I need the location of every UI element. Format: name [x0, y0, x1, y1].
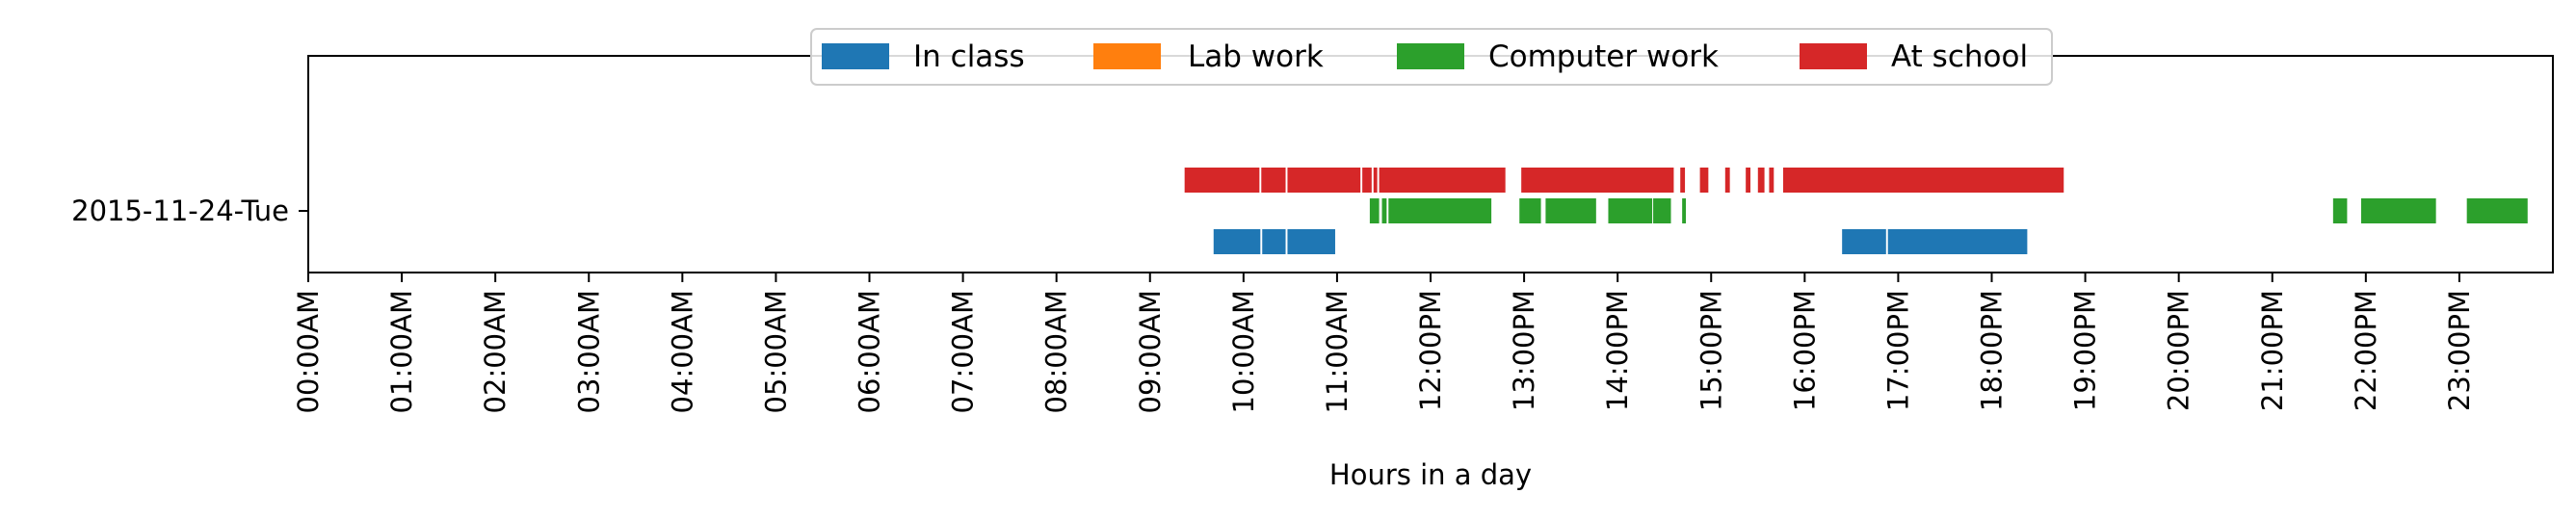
x-tick-label: 22:00PM	[2350, 290, 2382, 411]
x-tick-label: 15:00PM	[1695, 290, 1727, 411]
bar-at-school-2	[1287, 168, 1361, 193]
bar-at-school-13	[1783, 168, 2064, 193]
legend-label-in-class: In class	[913, 39, 1025, 74]
x-tick-label: 16:00PM	[1788, 290, 1821, 411]
x-tick-label: 03:00AM	[572, 290, 605, 413]
bar-at-school-6	[1521, 168, 1674, 193]
x-tick-label: 17:00PM	[1881, 290, 1914, 411]
legend-label-at-school: At school	[1891, 39, 2028, 74]
bar-in-class-2	[1287, 229, 1335, 254]
bar-at-school-10	[1746, 168, 1751, 193]
bar-computer-work-1	[1381, 198, 1387, 223]
legend-label-lab-work: Lab work	[1188, 39, 1324, 74]
bar-computer-work-2	[1388, 198, 1492, 223]
x-tick-label: 04:00AM	[666, 290, 698, 413]
bar-computer-work-0	[1369, 198, 1380, 223]
bar-in-class-3	[1842, 229, 1886, 254]
bar-computer-work-9	[2360, 198, 2436, 223]
bar-at-school-12	[1769, 168, 1774, 193]
bar-computer-work-3	[1519, 198, 1541, 223]
bar-in-class-1	[1262, 229, 1286, 254]
x-axis-label: Hours in a day	[1329, 458, 1532, 491]
x-tick-label: 00:00AM	[292, 290, 325, 413]
x-tick-label: 13:00PM	[1508, 290, 1540, 411]
bar-computer-work-10	[2466, 198, 2528, 223]
legend-label-computer-work: Computer work	[1488, 39, 1719, 74]
legend-swatch-at-school	[1800, 43, 1867, 69]
bar-at-school-5	[1379, 168, 1506, 193]
x-tick-label: 02:00AM	[479, 290, 512, 413]
bar-computer-work-7	[1682, 198, 1687, 223]
plot-frame	[307, 55, 2554, 273]
x-tick-label: 10:00AM	[1227, 290, 1260, 413]
x-tick-label: 19:00PM	[2069, 290, 2102, 411]
bar-at-school-8	[1699, 168, 1709, 193]
legend-swatch-in-class	[822, 43, 889, 69]
bar-at-school-9	[1724, 168, 1730, 193]
x-tick-label: 06:00AM	[854, 290, 886, 413]
bar-computer-work-5	[1608, 198, 1653, 223]
x-tick-label: 07:00AM	[947, 290, 980, 413]
bar-at-school-11	[1757, 168, 1765, 193]
x-tick-label: 21:00PM	[2256, 290, 2289, 411]
legend-swatch-computer-work	[1397, 43, 1464, 69]
x-tick-label: 18:00PM	[1976, 290, 2009, 411]
x-tick-label: 23:00PM	[2443, 290, 2476, 411]
y-tick-label: 2015-11-24-Tue	[71, 195, 289, 227]
x-tick-label: 09:00AM	[1134, 290, 1167, 413]
bar-at-school-4	[1373, 168, 1378, 193]
bar-at-school-7	[1680, 168, 1686, 193]
x-tick-label: 01:00AM	[385, 290, 418, 413]
bar-computer-work-8	[2332, 198, 2348, 223]
bar-in-class-4	[1887, 229, 2028, 254]
bar-computer-work-4	[1545, 198, 1596, 223]
x-tick-label: 20:00PM	[2163, 290, 2195, 411]
bar-at-school-3	[1362, 168, 1372, 193]
x-tick-label: 05:00AM	[759, 290, 792, 413]
legend-swatch-lab-work	[1093, 43, 1161, 69]
x-tick-label: 08:00AM	[1040, 290, 1073, 413]
bar-computer-work-6	[1653, 198, 1671, 223]
bar-in-class-0	[1213, 229, 1261, 254]
bar-at-school-1	[1261, 168, 1286, 193]
x-tick-label: 14:00PM	[1601, 290, 1634, 411]
x-tick-label: 11:00AM	[1321, 290, 1354, 413]
bar-at-school-0	[1184, 168, 1260, 193]
x-tick-label: 12:00PM	[1414, 290, 1447, 411]
